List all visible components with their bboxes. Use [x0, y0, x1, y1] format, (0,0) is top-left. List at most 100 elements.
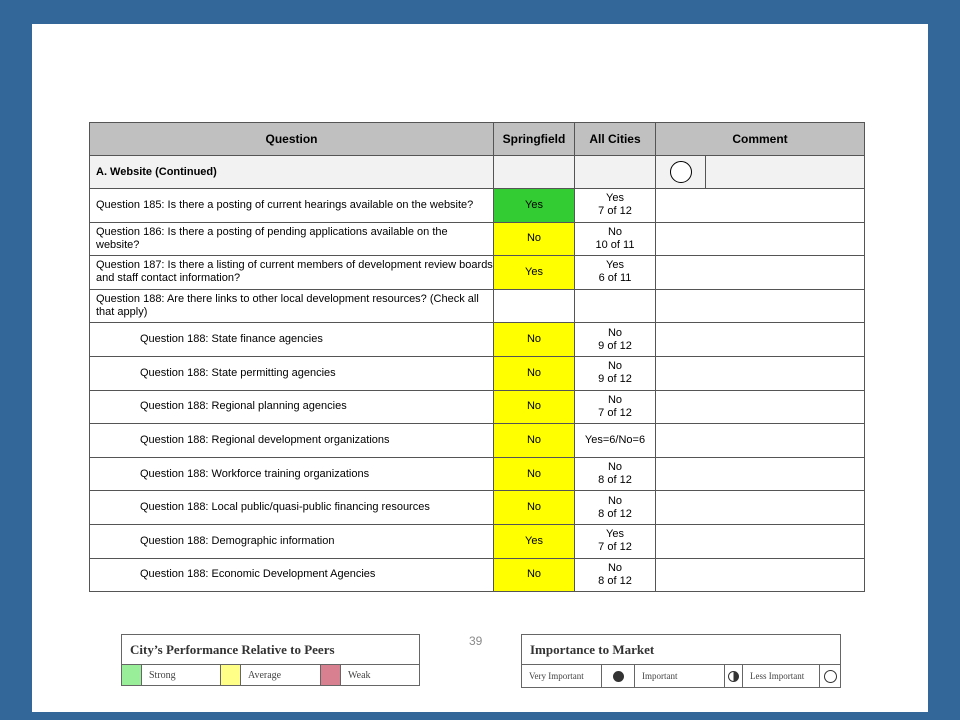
all-cities-result: No [607, 461, 623, 474]
table-row: Question 186: Is there a posting of pend… [89, 221, 865, 257]
all-cities-cell: No 7 of 12 [574, 389, 656, 425]
all-cities-count: 9 of 12 [598, 373, 632, 386]
question-cell: Question 185: Is there a posting of curr… [89, 188, 494, 223]
question-cell: Question 188: State permitting agencies [89, 355, 494, 391]
all-cities-result: No [607, 360, 623, 373]
comment-cell [655, 221, 865, 257]
springfield-cell: No [493, 557, 575, 593]
all-cities-result: No [607, 393, 623, 406]
table-row: Question 187: Is there a listing of curr… [89, 255, 865, 290]
header-springfield: Springfield [493, 122, 575, 156]
springfield-cell: Yes [493, 523, 575, 559]
all-cities-cell: Yes 6 of 11 [574, 255, 656, 290]
less-important-label: Less Important [742, 664, 820, 688]
comment-cell [655, 188, 865, 223]
question-cell: Question 188: Regional planning agencies [89, 389, 494, 425]
comment-cell [655, 523, 865, 559]
section-comment-cell [705, 155, 865, 189]
all-cities-result: Yes=6/No=6 [584, 433, 646, 446]
section-title: A. Website (Continued) [89, 155, 494, 189]
strong-swatch [121, 664, 142, 686]
header-all-cities: All Cities [574, 122, 656, 156]
table-row: Question 185: Is there a posting of curr… [89, 188, 865, 223]
table-row: Question 188: Workforce training organiz… [89, 456, 865, 492]
empty-circle-icon [823, 669, 837, 683]
section-all-cities-cell [574, 155, 656, 189]
comment-cell [655, 255, 865, 290]
all-cities-result: No [607, 561, 623, 574]
springfield-cell: No [493, 221, 575, 257]
all-cities-result: No [607, 225, 623, 238]
all-cities-result: No [607, 326, 623, 339]
comment-cell [655, 557, 865, 593]
all-cities-cell: Yes 7 of 12 [574, 523, 656, 559]
importance-legend: Importance to Market Very Important Impo… [520, 634, 842, 688]
comment-cell [655, 490, 865, 525]
header-question: Question [89, 122, 494, 156]
table-row: Question 188: State permitting agencies N… [89, 355, 865, 391]
table-row: Question 188: Economic Development Agenc… [89, 557, 865, 593]
average-label: Average [240, 664, 321, 686]
all-cities-count: 8 of 12 [598, 474, 632, 487]
all-cities-count: 6 of 11 [598, 272, 632, 285]
section-row: A. Website (Continued) [89, 155, 865, 189]
springfield-cell: Yes [493, 188, 575, 223]
question-cell: Question 188: Are there links to other l… [89, 288, 494, 324]
springfield-cell: No [493, 490, 575, 525]
springfield-cell: Yes [493, 255, 575, 290]
all-cities-cell: No 10 of 11 [574, 221, 656, 257]
comment-cell [655, 456, 865, 492]
question-cell: Question 188: Workforce training organiz… [89, 456, 494, 492]
question-cell: Question 188: Regional development organ… [89, 423, 494, 458]
springfield-cell: No [493, 423, 575, 458]
all-cities-count: 10 of 11 [595, 238, 635, 251]
performance-legend-title: City’s Performance Relative to Peers [120, 634, 421, 665]
strong-label: Strong [141, 664, 221, 686]
comment-cell [655, 389, 865, 425]
table-row: Question 188: Regional planning agencies… [89, 389, 865, 425]
table-row: Question 188: Local public/quasi-public … [89, 490, 865, 525]
very-important-cell [601, 664, 635, 688]
springfield-cell: No [493, 456, 575, 492]
all-cities-result: Yes [606, 528, 624, 541]
all-cities-count: 8 of 12 [598, 507, 632, 520]
very-important-label: Very Important [521, 664, 602, 688]
weak-swatch [320, 664, 341, 686]
weak-label: Weak [339, 664, 421, 686]
question-cell: Question 186: Is there a posting of pend… [89, 221, 494, 257]
all-cities-cell: Yes=6/No=6 [574, 423, 656, 458]
table-row: Question 188: Are there links to other l… [89, 288, 865, 324]
all-cities-count: 7 of 12 [598, 541, 632, 554]
average-swatch [220, 664, 241, 686]
all-cities-cell: No 8 of 12 [574, 490, 656, 525]
all-cities-result: Yes [606, 259, 624, 272]
comment-cell [655, 288, 865, 324]
all-cities-cell: Yes 7 of 12 [574, 188, 656, 223]
empty-circle-icon [669, 161, 692, 183]
importance-legend-title: Importance to Market [520, 634, 842, 665]
all-cities-cell: No 9 of 12 [574, 355, 656, 391]
comment-cell [655, 423, 865, 458]
important-label: Important [634, 664, 725, 688]
all-cities-cell: No 8 of 12 [574, 557, 656, 593]
all-cities-count: 7 of 12 [598, 406, 632, 419]
question-cell: Question 187: Is there a listing of curr… [89, 255, 494, 290]
comment-cell [655, 355, 865, 391]
all-cities-count: 9 of 12 [598, 339, 632, 352]
all-cities-cell [574, 288, 656, 324]
springfield-cell: No [493, 389, 575, 425]
table-row: Question 188: Regional development organ… [89, 423, 865, 458]
question-cell: Question 188: State finance agencies [89, 322, 494, 357]
page-number: 39 [469, 634, 483, 648]
survey-table: Question Springfield All Cities Comment … [89, 122, 865, 593]
less-important-cell [818, 664, 842, 688]
table-row: Question 188: Demographic information Yes… [89, 523, 865, 559]
all-cities-result: No [607, 494, 623, 507]
section-springfield-cell [493, 155, 575, 189]
question-cell: Question 188: Economic Development Agenc… [89, 557, 494, 593]
section-importance-cell [655, 155, 706, 189]
important-cell [724, 664, 743, 688]
springfield-cell [493, 288, 575, 324]
half-circle-icon [728, 670, 739, 682]
all-cities-result: Yes [606, 192, 624, 205]
